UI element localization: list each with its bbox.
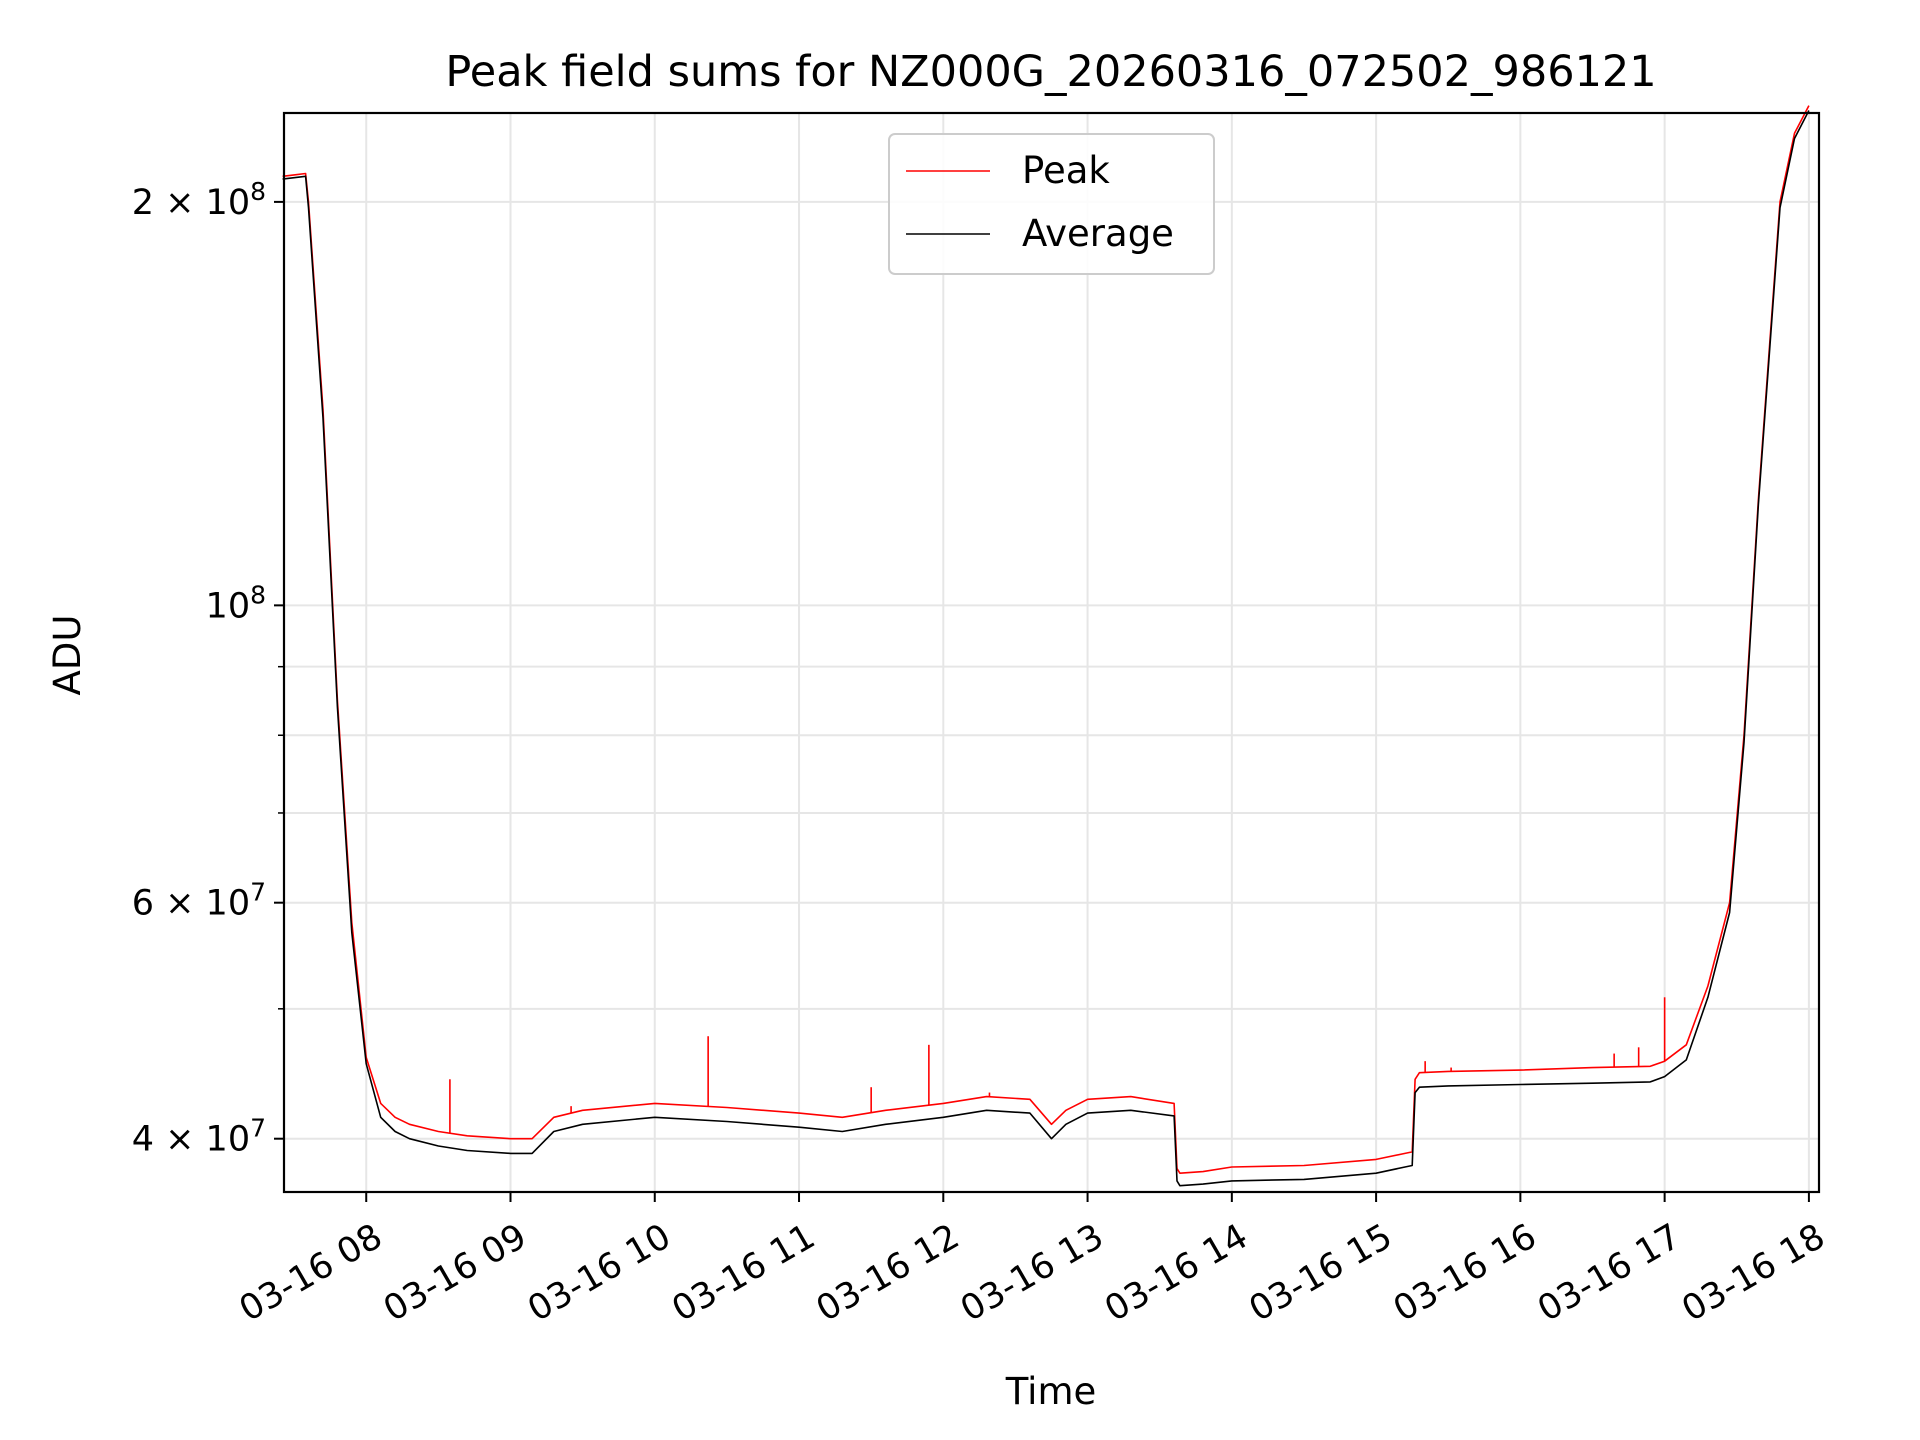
y-tick-label: 4 × 107 xyxy=(132,1114,266,1160)
x-axis-label: Time xyxy=(1005,1370,1097,1413)
legend: Peak Average xyxy=(888,133,1215,275)
y-axis-label: ADU xyxy=(46,615,89,696)
plot-frame xyxy=(282,111,1821,1194)
plot-area-background xyxy=(284,113,1819,1192)
y-tick-label: 2 × 108 xyxy=(132,177,266,223)
legend-box xyxy=(888,133,1215,275)
series-line-average xyxy=(282,110,1810,1187)
legend-label-peak: Peak xyxy=(1022,149,1110,192)
legend-label-average: Average xyxy=(1022,212,1174,255)
series-line-peak xyxy=(282,105,1810,1174)
series-layer xyxy=(282,105,1810,1187)
y-tick-label: 6 × 107 xyxy=(132,878,266,924)
chart-title: Peak field sums for NZ000G_20260316_0725… xyxy=(445,47,1656,97)
y-tick-label: 108 xyxy=(206,580,266,626)
